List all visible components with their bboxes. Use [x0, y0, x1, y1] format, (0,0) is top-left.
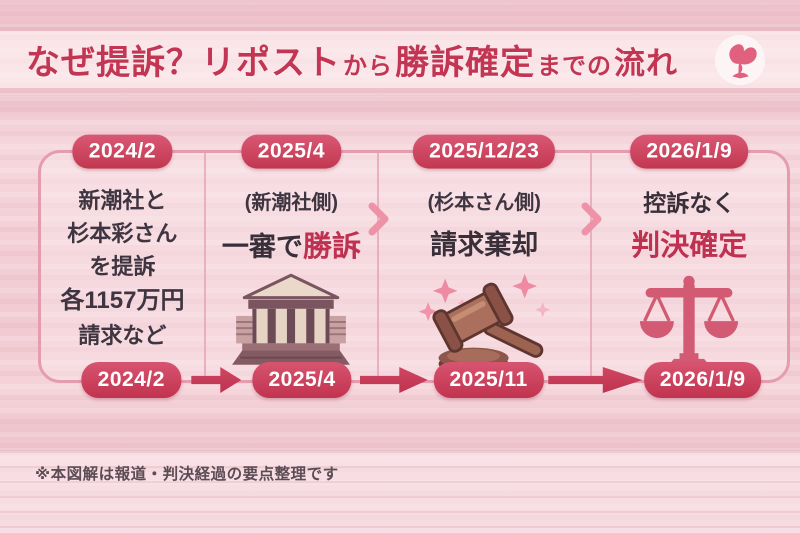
- ruling-text: 請求棄却: [379, 223, 590, 262]
- flow-step-dismissal: 2025/12/23 (杉本さん側) 請求棄却: [379, 134, 592, 381]
- text-line: 杉本彩さん: [67, 221, 178, 246]
- flow-box: 2024/2 新潮社と 杉本彩さん を提訴 各1157万円 請求など 2025/…: [38, 134, 790, 398]
- ruling-text: 一審で勝訴: [206, 223, 377, 265]
- flow-step-first-ruling: 2025/4 (新潮社側) 一審で勝訴: [206, 134, 379, 381]
- title-segment: 勝訴確定: [395, 44, 535, 82]
- timeline-date-badge: 2024/2: [81, 362, 181, 398]
- title-segment: までの: [537, 53, 612, 80]
- text-line: 各1157万円: [60, 287, 185, 314]
- title-segment: 流れ: [614, 46, 678, 81]
- text-line: 請求など: [78, 323, 167, 348]
- page-title: なぜ提訴？リポスト から 勝訴確定 までの 流れ: [26, 35, 678, 84]
- ruling-emphasis: 勝訴: [302, 231, 361, 263]
- date-badge: 2024/2: [72, 134, 173, 169]
- timeline-date-badge: 2026/1/9: [643, 362, 762, 398]
- side-label: (新潮社側): [244, 192, 339, 214]
- judgment-plain: 控訴なく: [643, 190, 736, 216]
- profile-silhouette-icon: [712, 32, 768, 88]
- filing-description: 新潮社と 杉本彩さん を提訴 各1157万円 請求など: [41, 184, 204, 352]
- title-segment: から: [343, 53, 393, 80]
- timeline-date-badge: 2025/11: [433, 362, 544, 398]
- title-band: なぜ提訴？リポスト から 勝訴確定 までの 流れ: [0, 27, 800, 93]
- date-badge: 2026/1/9: [630, 134, 749, 169]
- side-label: (杉本さん側): [427, 192, 541, 214]
- date-badge: 2025/4: [241, 134, 342, 169]
- chevron-right-icon: [367, 201, 391, 242]
- judgment-emphasis: 判決確定: [631, 230, 748, 262]
- text-line: を提訴: [89, 254, 156, 279]
- footer-band: ※本図解は報道・判決経過の要点整理です: [0, 450, 800, 533]
- timeline-date-badge: 2025/4: [252, 362, 352, 398]
- flow-columns: 2024/2 新潮社と 杉本彩さん を提訴 各1157万円 請求など 2025/…: [41, 134, 787, 381]
- text-line: 新潮社と: [78, 188, 167, 213]
- disclaimer-note: ※本図解は報道・判決経過の要点整理です: [35, 466, 339, 483]
- ruling-plain: 一審で: [221, 232, 303, 262]
- flow-step-filing: 2024/2 新潮社と 杉本彩さん を提訴 各1157万円 請求など: [41, 134, 206, 381]
- courthouse-icon: [206, 273, 377, 372]
- chevron-right-icon: [580, 201, 604, 242]
- flow-step-final-judgment: 2026/1/9 控訴なく 判決確定: [592, 134, 787, 381]
- ruling-plain: 請求棄却: [430, 230, 539, 260]
- title-segment: なぜ提訴？リポスト: [26, 44, 341, 82]
- date-badge: 2025/12/23: [413, 134, 556, 169]
